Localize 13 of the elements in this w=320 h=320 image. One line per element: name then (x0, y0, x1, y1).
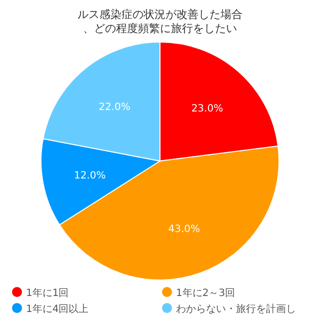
legend-label: 1年に2～3回 (176, 287, 236, 299)
value-label: 43.0% (168, 224, 200, 236)
value-label: 22.0% (98, 102, 130, 113)
value-label: 12.0% (74, 170, 106, 182)
title: 、どの程度頻繁に旅行をしたい (83, 22, 237, 35)
legend-item: 1年に2～3回 (162, 287, 236, 299)
legend-label: 1年に4回以上 (26, 303, 89, 315)
legend-label: 1年に1回 (26, 287, 69, 299)
legend-item: 1年に4回以上 (12, 303, 89, 315)
legend-item: 1年に1回 (12, 287, 69, 299)
legend-item: わからない・旅行を計画し (162, 303, 296, 315)
value-label: 23.0% (191, 103, 224, 114)
title: ルス感染症の状況が改善した場合 (78, 8, 242, 21)
